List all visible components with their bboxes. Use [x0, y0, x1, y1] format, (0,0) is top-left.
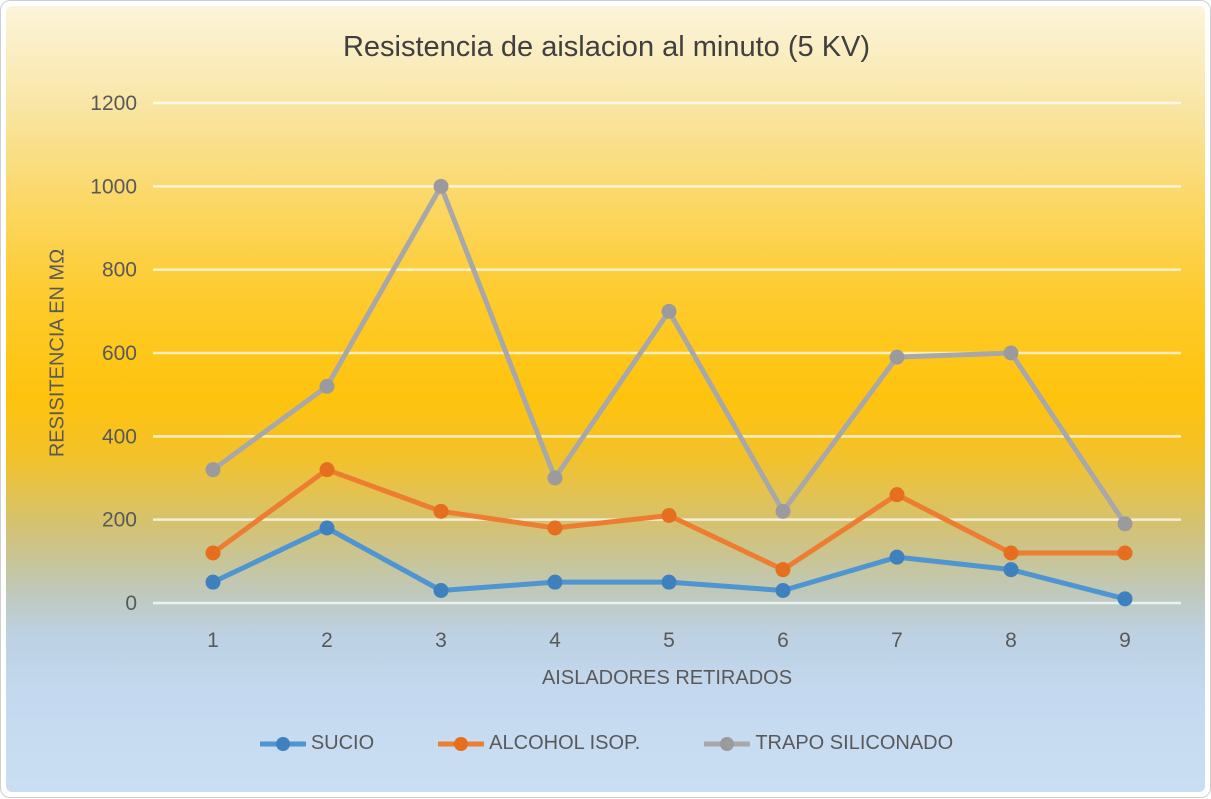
data-point-s1-x6	[776, 562, 791, 577]
x-tick-label-3: 3	[435, 629, 447, 652]
data-point-s0-x2	[320, 521, 335, 536]
y-tick-label-200: 200	[102, 509, 137, 532]
x-tick-label-2: 2	[321, 629, 333, 652]
data-point-s1-x1	[206, 546, 221, 561]
data-point-s2-x3	[434, 179, 449, 194]
data-point-s2-x5	[662, 304, 677, 319]
y-tick-label-1200: 1200	[90, 92, 137, 115]
data-point-s0-x1	[206, 575, 221, 590]
data-point-s1-x5	[662, 508, 677, 523]
legend-label-trapo-siliconado: TRAPO SILICONADO	[755, 732, 953, 755]
data-point-s2-x4	[548, 471, 563, 486]
series-line-2	[213, 186, 1125, 524]
legend-marker-sucio	[260, 736, 306, 752]
data-point-s0-x3	[434, 583, 449, 598]
legend-label-alcohol-isop: ALCOHOL ISOP.	[489, 732, 640, 755]
data-point-s0-x7	[890, 550, 905, 565]
x-tick-label-8: 8	[1005, 629, 1017, 652]
y-tick-label-400: 400	[102, 425, 137, 448]
data-point-s2-x8	[1004, 346, 1019, 361]
data-point-s1-x2	[320, 462, 335, 477]
legend-item-alcohol-isop: ALCOHOL ISOP.	[438, 732, 640, 755]
data-point-s0-x6	[776, 583, 791, 598]
legend-label-sucio: SUCIO	[311, 732, 374, 755]
x-axis-title: AISLADORES RETIRADOS	[542, 667, 792, 690]
data-point-s0-x8	[1004, 562, 1019, 577]
legend-item-sucio: SUCIO	[260, 732, 374, 755]
y-tick-label-1000: 1000	[90, 175, 137, 198]
y-tick-label-0: 0	[125, 592, 137, 615]
x-tick-label-4: 4	[549, 629, 561, 652]
data-point-s1-x3	[434, 504, 449, 519]
data-point-s0-x5	[662, 575, 677, 590]
x-tick-label-9: 9	[1119, 629, 1131, 652]
data-point-s2-x2	[320, 379, 335, 394]
y-tick-label-800: 800	[102, 259, 137, 282]
x-tick-label-7: 7	[891, 629, 903, 652]
x-tick-label-6: 6	[777, 629, 789, 652]
legend-marker-trapo-siliconado	[704, 736, 750, 752]
legend-item-trapo-siliconado: TRAPO SILICONADO	[704, 732, 953, 755]
legend-marker-alcohol-isop	[438, 736, 484, 752]
x-tick-label-5: 5	[663, 629, 675, 652]
data-point-s0-x9	[1118, 591, 1133, 606]
data-point-s2-x1	[206, 462, 221, 477]
y-tick-label-600: 600	[102, 342, 137, 365]
data-point-s1-x4	[548, 521, 563, 536]
data-point-s0-x4	[548, 575, 563, 590]
legend: SUCIO ALCOHOL ISOP. TRAPO SILICONADO	[1, 732, 1211, 755]
data-point-s1-x8	[1004, 546, 1019, 561]
data-point-s1-x9	[1118, 546, 1133, 561]
data-point-s2-x7	[890, 350, 905, 365]
x-tick-label-1: 1	[207, 629, 219, 652]
data-point-s1-x7	[890, 487, 905, 502]
data-point-s2-x9	[1118, 516, 1133, 531]
data-point-s2-x6	[776, 504, 791, 519]
